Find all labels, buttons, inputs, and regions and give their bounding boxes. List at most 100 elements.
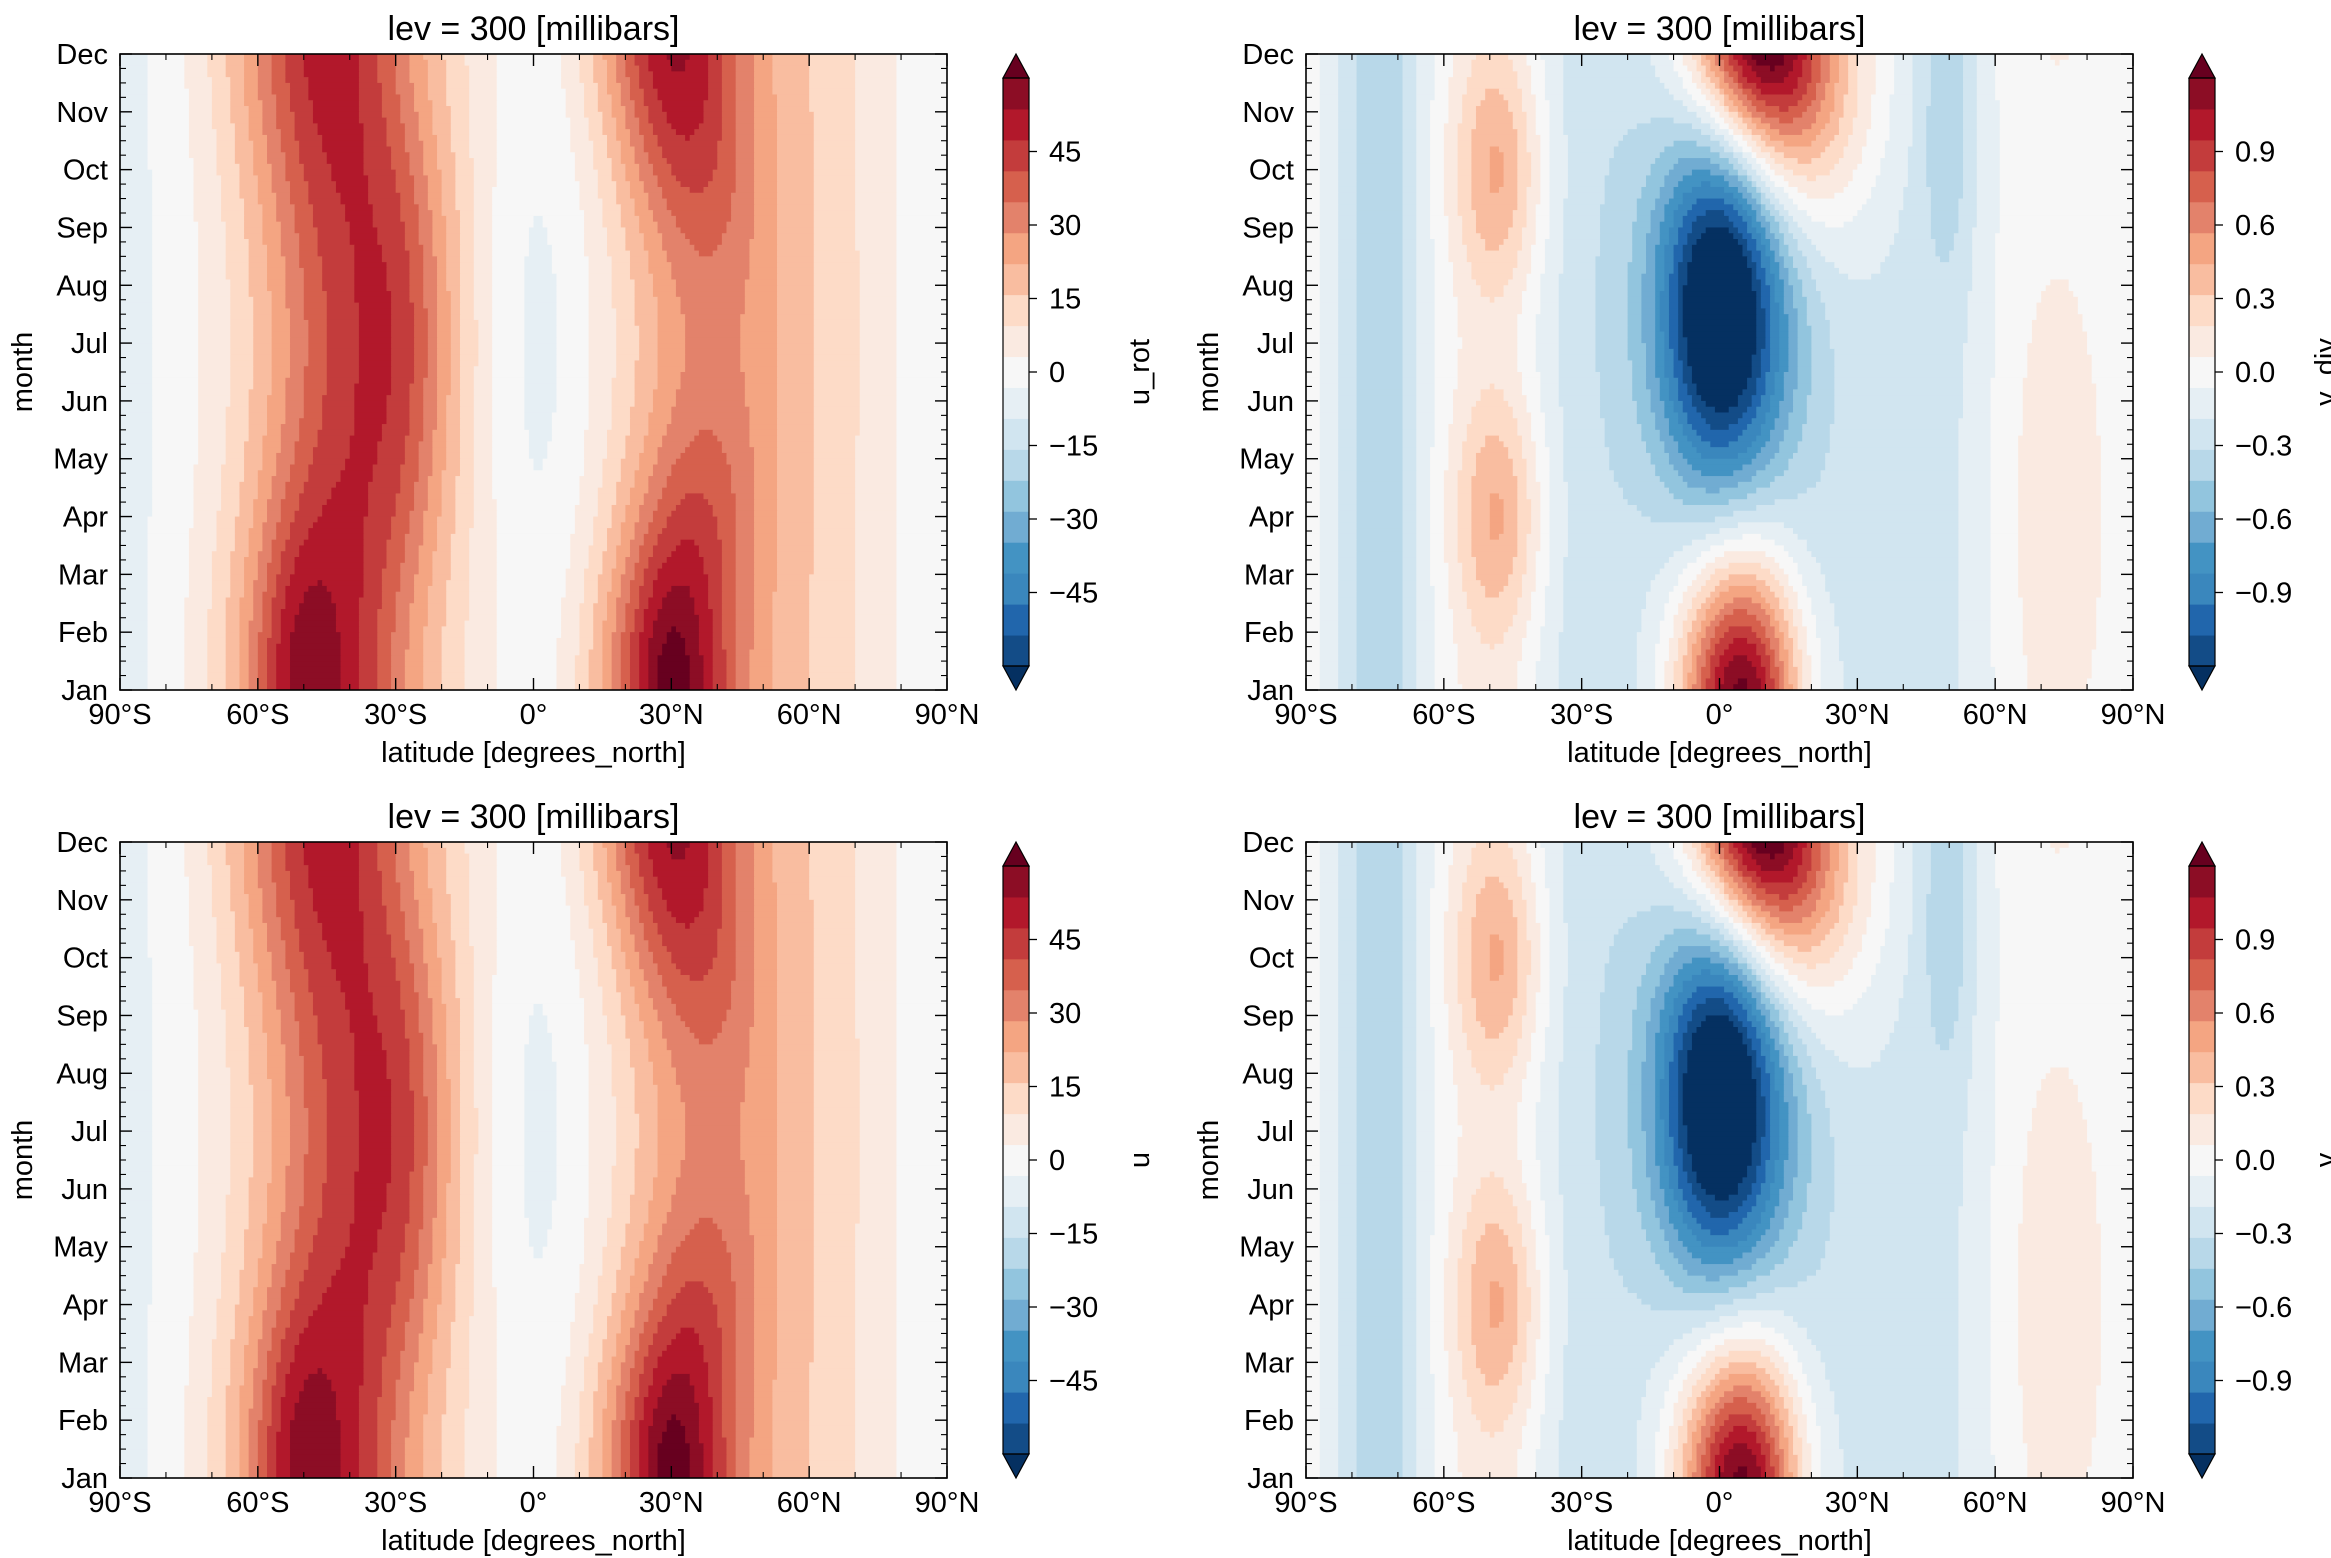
y-tick-label: Aug — [1242, 1058, 1294, 1090]
colorbar-tick-label: 0 — [1049, 357, 1065, 389]
y-axis-label: month — [1193, 1120, 1225, 1201]
colorbar-level — [1003, 1330, 1029, 1362]
colorbar-level — [2189, 201, 2215, 234]
colorbar-extend-max — [2187, 840, 2217, 867]
y-tick-label: Dec — [56, 39, 108, 71]
colorbar: 0.9 0.6 0.3 0.0 −0.3 −0.6 −0.9 v — [2187, 840, 2331, 1480]
colorbar-tick-label: 0.0 — [2235, 1145, 2275, 1177]
colorbar-level — [1003, 573, 1029, 605]
colorbar-level — [2189, 866, 2215, 898]
x-tick-label: 30°N — [1825, 699, 1890, 731]
x-tick-label: 60°S — [226, 699, 289, 731]
colorbar-tick-label: 15 — [1049, 284, 1081, 316]
panel-4: lev = 300 [millibars] 90°S 60°S 30°S 0° 30°N 6… — [1193, 798, 2331, 1557]
colorbar-level — [1003, 1423, 1029, 1455]
colorbar-level — [2189, 1020, 2215, 1053]
x-tick-label: 90°S — [1274, 1487, 1337, 1519]
colorbar-level — [2189, 480, 2215, 512]
y-tick-label: Feb — [58, 617, 108, 649]
colorbar-level — [1003, 78, 1029, 110]
colorbar-level — [2189, 1051, 2215, 1084]
colorbar-level — [2189, 1206, 2215, 1238]
x-axis-label: latitude [degrees_north] — [381, 1525, 686, 1557]
colorbar-tick-label: −15 — [1049, 1219, 1098, 1251]
colorbar-tick-label: −0.9 — [2235, 1366, 2292, 1398]
colorbar-level — [1003, 1175, 1029, 1207]
y-tick-label: May — [53, 444, 108, 476]
colorbar-level — [1003, 232, 1029, 265]
colorbar-level — [1003, 263, 1029, 296]
colorbar-tick-label: −45 — [1049, 578, 1098, 610]
y-tick-label: Mar — [58, 1347, 108, 1379]
colorbar-tick-label: 0.0 — [2235, 357, 2275, 389]
colorbar-level — [1003, 1082, 1029, 1115]
x-tick-label: 90°S — [1274, 699, 1337, 731]
colorbar-extend-max — [2187, 52, 2217, 79]
colorbar-level — [2189, 356, 2215, 388]
x-tick-label: 90°N — [2101, 1487, 2166, 1519]
colorbar-tick-label: −0.6 — [2235, 1292, 2292, 1324]
y-tick-label: Jan — [1247, 1463, 1294, 1495]
colorbar-level — [1003, 139, 1029, 172]
colorbar-level — [1003, 604, 1029, 636]
x-tick-label: 90°N — [915, 699, 980, 731]
y-tick-label: Oct — [63, 155, 108, 187]
y-tick-label: Oct — [63, 943, 108, 975]
colorbar-level — [1003, 201, 1029, 234]
colorbar: 45 30 15 0 −15 −30 −45 u_rot — [1001, 52, 1156, 692]
colorbar-level — [2189, 1268, 2215, 1300]
y-tick-label: Jul — [1257, 328, 1294, 360]
colorbar-level — [2189, 294, 2215, 327]
colorbar-level — [2189, 1361, 2215, 1393]
x-tick-label: 60°S — [1412, 699, 1475, 731]
colorbar-tick-label: −0.9 — [2235, 578, 2292, 610]
y-tick-label: Jul — [71, 1116, 108, 1148]
colorbar-tick-label: −45 — [1049, 1366, 1098, 1398]
y-tick-label: May — [1239, 444, 1294, 476]
colorbar-level — [2189, 989, 2215, 1022]
x-tick-label: 30°N — [1825, 1487, 1890, 1519]
colorbar-level — [1003, 387, 1029, 419]
colorbar-level — [1003, 1268, 1029, 1300]
colorbar: 45 30 15 0 −15 −30 −45 u — [1001, 840, 1156, 1480]
colorbar-level — [2189, 170, 2215, 203]
colorbar-extend-min — [2187, 1453, 2217, 1480]
y-tick-label: Jan — [1247, 675, 1294, 707]
colorbar-level — [1003, 1237, 1029, 1269]
colorbar-level — [2189, 1113, 2215, 1146]
filled-contours — [1306, 54, 2133, 690]
colorbar-label: v — [2310, 1152, 2331, 1167]
y-tick-label: Nov — [1242, 885, 1294, 917]
y-tick-label: Feb — [58, 1405, 108, 1437]
colorbar-level — [2189, 1082, 2215, 1115]
colorbar-level — [2189, 449, 2215, 481]
x-tick-label: 30°N — [639, 1487, 704, 1519]
x-tick-label: 30°S — [1550, 699, 1613, 731]
colorbar-level — [2189, 1330, 2215, 1362]
x-axis-label: latitude [degrees_north] — [1567, 737, 1872, 769]
colorbar-tick-label: −15 — [1049, 431, 1098, 463]
y-tick-label: Sep — [1242, 212, 1294, 244]
colorbar-level — [1003, 927, 1029, 960]
colorbar-level — [2189, 1299, 2215, 1331]
colorbar-level — [1003, 958, 1029, 991]
y-tick-label: Mar — [1244, 1347, 1294, 1379]
colorbar-level — [2189, 263, 2215, 296]
colorbar-level — [1003, 170, 1029, 203]
filled-contours — [1306, 842, 2133, 1478]
colorbar-extend-max — [1001, 840, 1031, 867]
colorbar-level — [1003, 356, 1029, 388]
colorbar-tick-label: 45 — [1049, 137, 1081, 169]
colorbar-level — [1003, 542, 1029, 574]
x-tick-label: 30°S — [364, 1487, 427, 1519]
colorbar-tick-label: 0.9 — [2235, 925, 2275, 957]
colorbar-level — [2189, 387, 2215, 419]
x-tick-label: 60°S — [1412, 1487, 1475, 1519]
colorbar-label: v_div — [2310, 338, 2331, 406]
colorbar-extend-min — [2187, 665, 2217, 692]
y-axis-label: month — [7, 332, 39, 413]
colorbar-tick-label: 0.9 — [2235, 137, 2275, 169]
colorbar-tick-label: 15 — [1049, 1072, 1081, 1104]
y-tick-label: Sep — [56, 1000, 108, 1032]
